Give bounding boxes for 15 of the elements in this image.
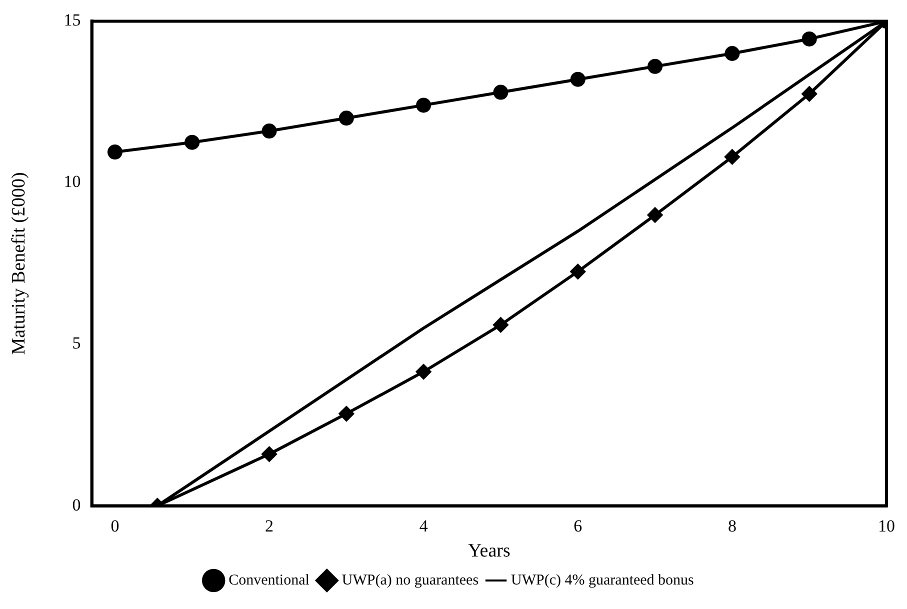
y-tick-label: 5 xyxy=(72,334,81,353)
x-tick-label: 10 xyxy=(878,516,895,536)
x-tick-label: 2 xyxy=(265,516,274,536)
legend-label: UWP(c) 4% guaranteed bonus xyxy=(511,572,694,588)
legend-label: UWP(a) no guarantees xyxy=(342,572,479,588)
y-axis-title: Maturity Benefit (£000) xyxy=(8,172,30,355)
x-tick-label: 0 xyxy=(110,516,120,536)
y-tick-label: 0 xyxy=(72,495,81,514)
x-tick-label: 6 xyxy=(574,516,582,536)
y-tick-label: 15 xyxy=(64,10,81,30)
x-axis-title: Years xyxy=(468,540,510,562)
x-tick-label: 4 xyxy=(419,516,428,536)
legend-label: Conventional xyxy=(228,572,310,588)
y-tick-label: 10 xyxy=(64,172,81,192)
x-tick-label: 8 xyxy=(728,516,736,536)
